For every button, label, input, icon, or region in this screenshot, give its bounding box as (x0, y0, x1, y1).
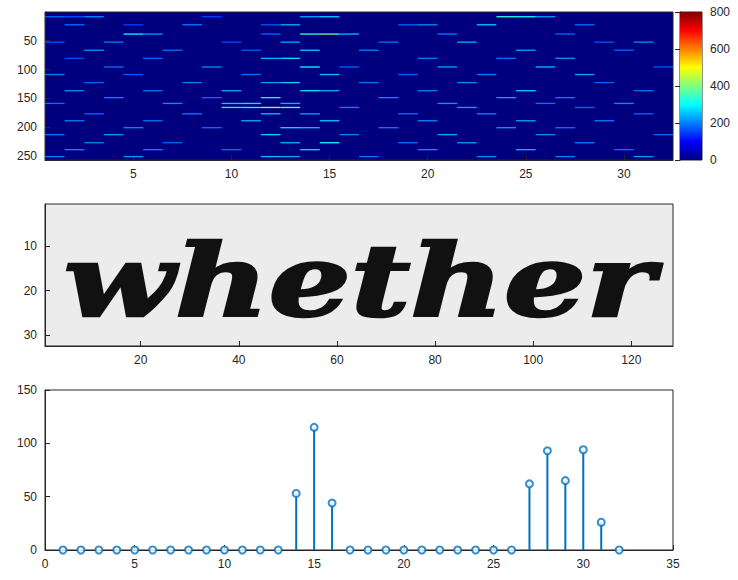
svg-text:100: 100 (523, 353, 543, 367)
svg-text:5: 5 (130, 167, 137, 181)
svg-text:50: 50 (24, 34, 38, 48)
svg-text:whether: whether (64, 223, 662, 340)
svg-text:10: 10 (225, 167, 239, 181)
svg-text:100: 100 (17, 436, 37, 450)
svg-text:20: 20 (421, 167, 435, 181)
svg-text:20: 20 (397, 557, 411, 571)
svg-text:150: 150 (17, 383, 37, 397)
svg-text:25: 25 (519, 167, 533, 181)
svg-text:80: 80 (428, 353, 442, 367)
svg-text:30: 30 (577, 557, 591, 571)
svg-text:200: 200 (17, 120, 37, 134)
svg-text:50: 50 (24, 490, 38, 504)
svg-text:60: 60 (330, 353, 344, 367)
svg-text:0: 0 (30, 543, 37, 557)
svg-text:150: 150 (17, 91, 37, 105)
svg-text:35: 35 (666, 557, 680, 571)
svg-text:5: 5 (131, 557, 138, 571)
svg-text:40: 40 (232, 353, 246, 367)
svg-text:30: 30 (617, 167, 631, 181)
svg-text:120: 120 (621, 353, 641, 367)
svg-text:30: 30 (24, 328, 38, 342)
svg-text:10: 10 (24, 239, 38, 253)
svg-text:250: 250 (17, 149, 37, 163)
svg-text:10: 10 (218, 557, 232, 571)
svg-text:15: 15 (323, 167, 337, 181)
svg-text:25: 25 (487, 557, 501, 571)
svg-text:200: 200 (710, 116, 730, 130)
svg-text:800: 800 (710, 5, 730, 19)
svg-text:600: 600 (710, 42, 730, 56)
svg-text:20: 20 (134, 353, 148, 367)
svg-text:400: 400 (710, 79, 730, 93)
svg-text:0: 0 (42, 557, 49, 571)
svg-text:0: 0 (710, 153, 717, 167)
svg-text:15: 15 (307, 557, 321, 571)
svg-text:20: 20 (24, 284, 38, 298)
svg-text:100: 100 (17, 63, 37, 77)
